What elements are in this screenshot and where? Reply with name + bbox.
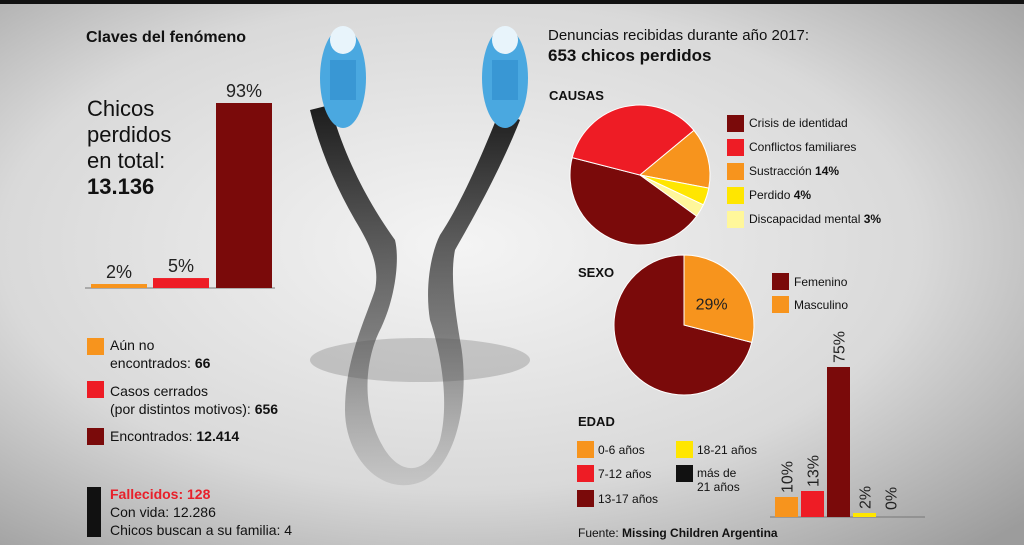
causas-legend-crisis: Crisis de identidad [749,116,848,130]
total-label-line2: perdidos [87,122,172,147]
edad-swatch-13-17 [577,490,594,507]
sexo-pie-slice [683,254,755,344]
pie-slice-label: 29% [696,297,728,314]
causas-pie-slice [638,129,711,189]
causas-legend-discapacidad: Discapacidad mental 3% [749,212,882,226]
left-bar [153,278,209,288]
causas-legend-conflictos: Conflictos familiares [749,140,857,154]
causas-pie-slice [639,174,705,217]
fallecidos-block: Fallecidos: 128 Con vida: 12.286 Chicos … [110,485,292,539]
buscan-familia-label: Chicos buscan a su familia: 4 [110,522,293,538]
sexo-legend-masculino: Masculino [794,298,849,312]
causas-legend-perdido: Perdido 4% [749,188,812,202]
sexo-header: SEXO [578,265,615,280]
left-bar-label: 93% [226,81,262,101]
legend-swatch-encontrados [87,428,104,445]
fallecidos-label: Fallecidos: 128 [110,486,211,502]
edad-bar-label: 13% [806,455,823,487]
edad-bar [853,513,876,517]
edad-swatch-0-6 [577,441,594,458]
sexo-pie-chart: 29% [613,254,755,396]
left-bar-label: 5% [168,256,194,276]
causas-swatch-sustraccion [727,163,744,180]
edad-legend-7-12: 7-12 años [598,467,652,481]
edad-bar [801,491,824,517]
edad-bar-label: 0% [884,487,901,510]
right-shoe-icon [482,26,528,128]
sexo-swatch-masculino [772,296,789,313]
legend-encontrados: Encontrados: 12.414 [110,428,240,444]
edad-bar-chart: 10% 13% 75% 2% 0% [770,331,925,518]
edad-bar-label: 75% [832,331,849,363]
edad-bar [827,367,850,517]
causas-pie-chart [569,104,711,246]
causas-legend-sustraccion: Sustracción 14% [749,164,840,178]
edad-legend-18-21: 18-21 años [697,443,758,457]
edad-header: EDAD [578,414,615,429]
causas-swatch-crisis [727,115,744,132]
legend-swatch-aun-no [87,338,104,355]
edad-bar [775,497,798,517]
total-value: 13.136 [87,174,155,199]
right-subtitle: Denuncias recibidas durante año 2017: [548,27,810,44]
causas-swatch-discapacidad [727,211,744,228]
edad-legend-0-6: 0-6 años [598,443,645,457]
left-header: Claves del fenómeno [86,29,247,46]
causas-swatch-conflictos [727,139,744,156]
total-label-line3: en total: [87,148,166,173]
edad-swatch-7-12 [577,465,594,482]
left-shoe-icon [320,26,366,128]
shadow-figure [310,105,520,486]
causas-pie-slice [571,104,695,176]
causas-swatch-perdido [727,187,744,204]
sexo-legend-femenino: Femenino [794,275,848,289]
right-title: 653 chicos perdidos [548,46,712,65]
black-bar-marker [87,487,101,537]
left-bar [91,284,147,288]
left-bar-label: 2% [106,262,132,282]
edad-legend-mas-21: más de 21 años [697,466,740,494]
edad-bar-label: 2% [858,486,875,509]
left-bar-chart: 2% 5% 93% [85,81,275,289]
causas-header: CAUSAS [549,88,604,103]
edad-bar-label: 10% [780,461,797,493]
causas-pie-slice [569,156,698,246]
edad-legend-13-17: 13-17 años [598,492,659,506]
legend-aun-no: Aún no encontrados: 66 [110,337,211,371]
sexo-pie-slice [613,254,753,396]
source-line: Fuente: Missing Children Argentina [578,526,778,540]
sexo-swatch-femenino [772,273,789,290]
total-block: Chicos perdidos en total: 13.136 [87,96,171,200]
legend-casos-cerrados: Casos cerrados (por distintos motivos): … [110,383,279,417]
edad-swatch-18-21 [676,441,693,458]
con-vida-label: Con vida: 12.286 [110,504,216,520]
edad-swatch-mas-21 [676,465,693,482]
left-bar [216,103,272,288]
total-label-line1: Chicos [87,96,155,121]
legend-swatch-casos-cerrados [87,381,104,398]
